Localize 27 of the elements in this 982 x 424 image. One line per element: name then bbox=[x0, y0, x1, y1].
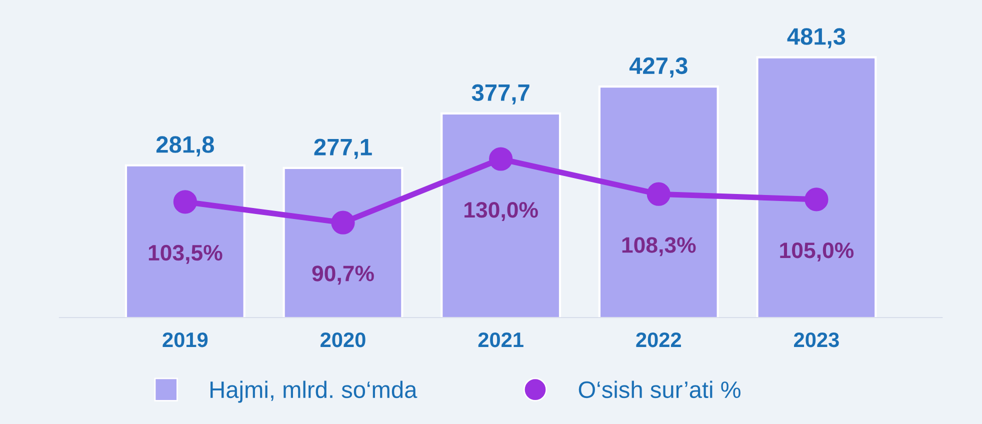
data-label: 277,1 bbox=[314, 138, 372, 159]
x-tick-label: 2020 bbox=[320, 332, 366, 348]
bar bbox=[440, 112, 562, 318]
x-tick-label: 2019 bbox=[162, 332, 208, 348]
bar bbox=[124, 164, 246, 318]
data-label: 377,7 bbox=[472, 84, 530, 104]
data-label: 130,0% bbox=[464, 202, 538, 221]
point bbox=[173, 190, 197, 214]
bar bbox=[282, 166, 404, 318]
data-label: 481,3 bbox=[787, 28, 846, 48]
point bbox=[646, 182, 670, 206]
x-tick-label: 2021 bbox=[478, 332, 524, 348]
data-label: 90,7% bbox=[312, 266, 374, 285]
data-label: 105,0% bbox=[780, 242, 854, 262]
x-tick-label: 2022 bbox=[636, 332, 681, 348]
data-label: 103,5% bbox=[148, 244, 222, 264]
point bbox=[804, 188, 828, 212]
data-label: 108,3% bbox=[622, 237, 696, 256]
bar bbox=[598, 86, 719, 318]
point bbox=[331, 210, 355, 234]
x-tick-label: 2023 bbox=[794, 332, 839, 348]
data-label: 427,3 bbox=[629, 57, 688, 78]
data-label: 281,8 bbox=[156, 136, 214, 156]
bar bbox=[756, 56, 877, 318]
point bbox=[489, 147, 513, 171]
legend-label: O‘sish sur’ati % bbox=[578, 380, 740, 398]
legend-label: Hajmi, mlrd. so‘mda bbox=[210, 380, 418, 403]
